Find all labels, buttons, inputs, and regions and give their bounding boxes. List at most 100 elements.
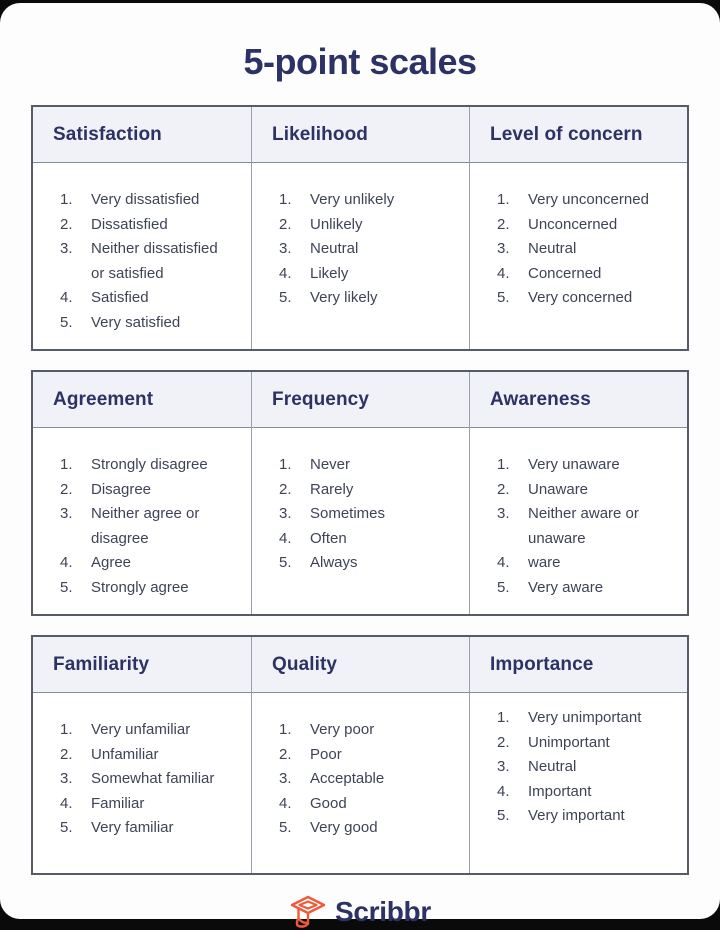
item-number: 1. [60, 721, 73, 738]
item-text: Very important [528, 807, 625, 824]
item-number: 4. [60, 554, 73, 571]
list-item: 1. Very unimportant [497, 706, 673, 731]
item-number: 5. [60, 578, 73, 596]
scale-column: Importance 1. Very unimportant 2. Unimpo… [469, 637, 687, 873]
list-item: 5. Very concerned [497, 286, 673, 311]
item-text: Unfamiliar [91, 745, 159, 763]
list-item: 4. Important [497, 780, 673, 805]
item-text: Somewhat familiar [91, 770, 215, 787]
item-text: ware [528, 554, 561, 571]
list-item: 2. Rarely [279, 478, 455, 503]
scale-list: 1. Never 2. Rarely 3. Sometimes 4. Often… [279, 453, 455, 576]
scale-list: 1. Very unlikely 2. Unlikely 3. Neutral … [279, 188, 455, 311]
list-item: 5. Very good [279, 816, 455, 841]
list-item: 3. Acceptable [279, 767, 455, 792]
column-body: 1. Very unlikely 2. Unlikely 3. Neutral … [252, 163, 469, 343]
column-header: Importance [470, 637, 687, 693]
scale-list: 1. Very dissatisfied 2. Dissatisfied 3. … [60, 188, 237, 335]
item-text: Unlikely [310, 215, 363, 233]
item-text: Never [310, 456, 351, 473]
item-text: Rarely [310, 480, 354, 498]
column-header: Agreement [33, 372, 251, 428]
item-number: 4. [60, 289, 73, 306]
item-text: Very likely [310, 289, 378, 306]
item-text: Concerned [528, 264, 602, 282]
scale-column: Quality 1. Very poor 2. Poor 3. Acceptab… [251, 637, 469, 873]
item-text: Very unlikely [310, 191, 395, 208]
item-text: Neutral [528, 758, 577, 775]
item-number: 1. [60, 191, 73, 208]
item-number: 2. [60, 215, 73, 233]
list-item: 3. Neither agree or disagree [60, 502, 237, 551]
list-item: 3. Somewhat familiar [60, 767, 237, 792]
column-body: 1. Very unimportant 2. Unimportant 3. Ne… [470, 693, 687, 873]
item-number: 2. [279, 745, 292, 763]
item-number: 1. [60, 456, 73, 473]
list-item: 3. Neither dissatisfied or satisfied [60, 237, 237, 286]
column-header: Frequency [252, 372, 469, 428]
item-number: 5. [279, 819, 292, 836]
item-number: 4. [497, 782, 510, 800]
scale-table: Familiarity 1. Very unfamiliar 2. Unfami… [31, 635, 689, 875]
item-number: 5. [60, 313, 73, 331]
list-item: 5. Very aware [497, 576, 673, 601]
list-item: 5. Very familiar [60, 816, 237, 841]
item-number: 5. [60, 819, 73, 836]
brand-name: Scribbr [335, 896, 431, 927]
item-text: Agree [91, 554, 132, 571]
item-text: Acceptable [310, 770, 385, 787]
list-item: 5. Very important [497, 804, 673, 829]
list-item: 3. Sometimes [279, 502, 455, 527]
item-text: Unconcerned [528, 215, 618, 233]
item-text: Strongly agree [91, 578, 189, 596]
item-text: Important [528, 782, 592, 800]
infographic-card: 5-point scales Satisfaction 1. Very diss… [0, 3, 720, 928]
item-number: 1. [279, 191, 292, 208]
item-text: Neither agree or disagree [91, 505, 200, 547]
item-text: Neutral [528, 240, 577, 257]
list-item: 1. Very unlikely [279, 188, 455, 213]
item-text: Good [310, 794, 347, 812]
item-text: Dissatisfied [91, 215, 168, 233]
item-text: Very dissatisfied [91, 191, 200, 208]
item-text: Neutral [310, 240, 359, 257]
item-text: Strongly disagree [91, 456, 208, 473]
column-header: Likelihood [252, 107, 469, 163]
item-text: Neither dissatisfied or satisfied [91, 240, 218, 282]
list-item: 4. Agree [60, 551, 237, 576]
scale-column: Level of concern 1. Very unconcerned 2. … [469, 107, 687, 349]
item-number: 4. [497, 264, 510, 282]
item-number: 3. [60, 240, 73, 257]
scale-list: 1. Very poor 2. Poor 3. Acceptable 4. Go… [279, 718, 455, 841]
column-body: 1. Very dissatisfied 2. Dissatisfied 3. … [33, 163, 251, 349]
list-item: 1. Very unconcerned [497, 188, 673, 213]
scale-tables-container: Satisfaction 1. Very dissatisfied 2. Dis… [31, 105, 689, 875]
list-item: 4. Satisfied [60, 286, 237, 311]
item-number: 4. [497, 554, 510, 571]
scale-column: Frequency 1. Never 2. Rarely 3. Sometime… [251, 372, 469, 614]
item-number: 5. [279, 289, 292, 306]
scale-column: Familiarity 1. Very unfamiliar 2. Unfami… [33, 637, 251, 873]
item-number: 2. [279, 480, 292, 498]
column-header: Level of concern [470, 107, 687, 163]
item-text: Very unfamiliar [91, 721, 191, 738]
column-body: 1. Strongly disagree 2. Disagree 3. Neit… [33, 428, 251, 614]
item-number: 4. [279, 529, 292, 547]
item-text: Disagree [91, 480, 152, 498]
list-item: 3. Neutral [279, 237, 455, 262]
list-item: 1. Very unaware [497, 453, 673, 478]
list-item: 4. Likely [279, 262, 455, 287]
column-body: 1. Very poor 2. Poor 3. Acceptable 4. Go… [252, 693, 469, 873]
item-text: Very unimportant [528, 709, 642, 726]
item-number: 2. [497, 215, 510, 233]
item-number: 5. [497, 289, 510, 306]
column-header: Familiarity [33, 637, 251, 693]
item-number: 4. [279, 794, 292, 812]
item-number: 1. [279, 721, 292, 738]
item-number: 2. [60, 480, 73, 498]
list-item: 2. Unaware [497, 478, 673, 503]
column-body: 1. Never 2. Rarely 3. Sometimes 4. Often… [252, 428, 469, 608]
page-title: 5-point scales [243, 41, 477, 82]
item-number: 3. [279, 240, 292, 257]
column-header: Satisfaction [33, 107, 251, 163]
